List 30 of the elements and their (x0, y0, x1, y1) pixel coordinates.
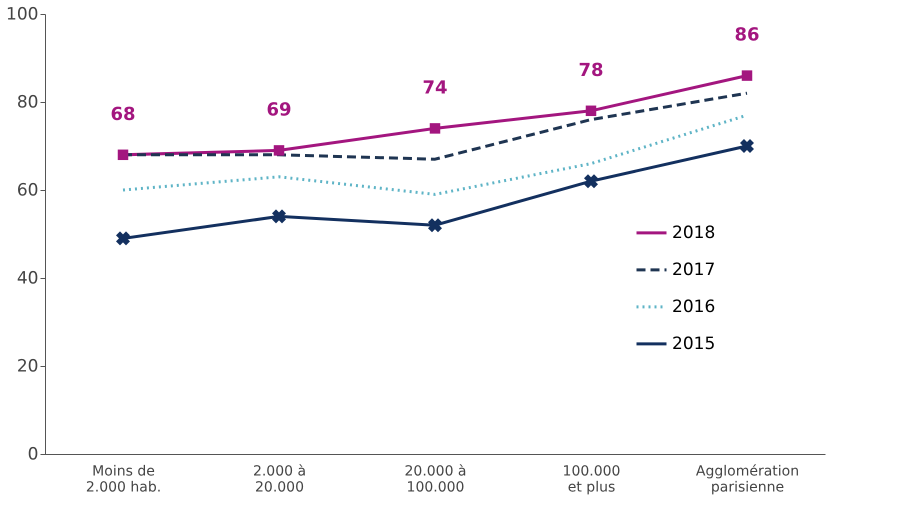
legend-label: 2017 (672, 260, 716, 280)
point (742, 70, 752, 81)
data-label: 78 (578, 60, 604, 81)
y-tick-label: 60 (16, 180, 38, 200)
x-tick-label: 2.000 à 20.000 (252, 464, 306, 496)
legend-label: 2015 (672, 334, 716, 354)
x-tick-label: 20.000 à 100.000 (404, 464, 467, 496)
legend-label: 2016 (672, 296, 716, 317)
y-tick-label: 40 (16, 268, 38, 288)
point (428, 218, 442, 232)
x-tick-label: Agglomération parisienne (696, 464, 800, 496)
y-tick-label: 0 (28, 444, 38, 464)
point (272, 209, 286, 224)
point (274, 145, 284, 156)
point (586, 106, 596, 116)
y-tick-label: 100 (6, 4, 38, 24)
y-tick-label: 20 (16, 356, 38, 376)
data-label: 68 (110, 104, 136, 125)
data-label: 86 (734, 24, 760, 46)
point (430, 123, 440, 134)
data-label: 74 (422, 77, 448, 98)
point (116, 231, 130, 246)
x-tick-label: 100.000 et plus (562, 464, 620, 496)
point (584, 174, 598, 188)
data-label: 69 (266, 99, 292, 120)
y-tick-label: 80 (16, 92, 38, 112)
point (740, 139, 754, 153)
legend-label: 2018 (672, 222, 716, 243)
point (118, 150, 128, 160)
x-tick-label: Moins de 2.000 hab. (86, 464, 162, 496)
